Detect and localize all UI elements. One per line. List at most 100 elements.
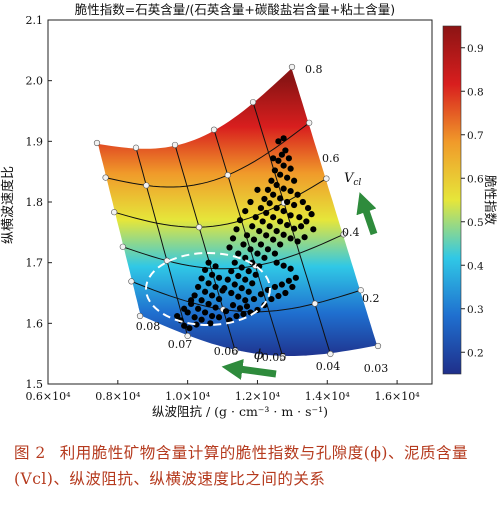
data-point	[226, 244, 233, 251]
data-point	[252, 214, 259, 221]
data-point	[291, 177, 298, 184]
colorbar-tick-label: 0.4	[467, 260, 484, 272]
x-tick-label: 0.6×10⁴	[25, 390, 71, 403]
data-point	[240, 241, 247, 248]
vcl-symbol: Vcl	[344, 171, 361, 188]
data-point	[277, 218, 284, 225]
template-node	[340, 231, 347, 238]
data-point	[212, 263, 219, 270]
data-point	[278, 281, 285, 288]
data-point	[174, 312, 181, 320]
y-tick-label: 2.1	[26, 14, 44, 27]
data-point	[280, 162, 287, 169]
colorbar-label: 脆性指数	[483, 175, 498, 226]
data-point	[188, 297, 195, 304]
template-node	[93, 139, 101, 147]
data-point	[284, 221, 291, 229]
template-node	[232, 347, 239, 354]
data-point	[277, 195, 284, 202]
data-point	[264, 186, 272, 193]
vcl-grid-line	[131, 280, 361, 313]
vcl-symbol-sub: cl	[353, 178, 361, 188]
template-node	[171, 141, 179, 149]
data-point	[259, 218, 266, 225]
porosity-grid-line	[135, 147, 189, 337]
data-point	[201, 266, 209, 274]
data-point	[193, 321, 200, 328]
data-point	[215, 314, 223, 321]
data-point	[303, 218, 310, 225]
data-point	[208, 292, 216, 299]
template-node	[210, 126, 218, 133]
template-node	[374, 342, 382, 350]
template-node	[163, 257, 171, 264]
data-point	[273, 228, 280, 235]
data-point	[273, 259, 280, 266]
data-point	[271, 250, 279, 257]
porosity-symbol: ϕ	[254, 347, 264, 363]
data-point	[287, 165, 294, 172]
data-point	[294, 191, 301, 198]
colorbar-bar	[442, 25, 462, 375]
data-point	[296, 214, 303, 221]
data-point	[271, 167, 279, 174]
data-point	[233, 226, 240, 233]
data-point	[205, 280, 212, 287]
x-tick-label: 1.0×10⁴	[165, 390, 211, 403]
data-point	[304, 204, 312, 212]
data-point	[242, 297, 249, 304]
x-tick-label: 1.4×10⁴	[305, 390, 351, 403]
porosity-label: 0.04	[316, 360, 341, 373]
data-point	[242, 276, 249, 283]
template-node	[249, 99, 257, 106]
y-axis: 1.5 1.6 1.7 1.8 1.9 2.0 2.1	[26, 14, 52, 391]
porosity-grid-line	[174, 144, 236, 351]
data-point	[229, 302, 237, 309]
y-tick-label: 1.5	[26, 378, 44, 391]
colorbar-tick-label: 0.3	[467, 304, 484, 316]
data-cloud	[174, 135, 317, 332]
data-point	[289, 283, 296, 291]
data-point	[292, 274, 299, 281]
colorbar-tick-label: 0.5	[467, 217, 484, 229]
data-point	[231, 281, 238, 288]
data-point	[287, 187, 294, 195]
data-point	[238, 264, 245, 271]
data-point	[249, 280, 256, 287]
chart-title: 脆性指数=石英含量/(石英含量+碳酸盐岩含量+粘土含量)	[75, 2, 395, 17]
data-point	[294, 238, 301, 245]
template-node	[195, 224, 203, 231]
data-point	[249, 223, 256, 230]
x-axis-label: 纵波阻抗 / (g · cm⁻³ · m · s⁻¹)	[152, 404, 328, 419]
data-point	[215, 274, 223, 281]
data-point	[273, 204, 280, 212]
data-point	[257, 241, 265, 248]
porosity-arrow	[221, 359, 277, 380]
template-node	[128, 278, 135, 285]
porosity-labels: 0.08 0.07 0.06 0.05 0.04 0.03	[136, 320, 389, 375]
data-point	[201, 309, 209, 316]
x-tick-label: 0.8×10⁴	[95, 390, 141, 403]
data-point	[208, 271, 216, 278]
data-point	[198, 275, 205, 282]
colorbar-tick-label: 0.6	[467, 173, 484, 185]
data-point	[191, 314, 198, 321]
porosity-grid-line	[213, 129, 284, 357]
template-node	[119, 243, 126, 250]
data-point	[212, 304, 219, 311]
figure-caption: 图 2 利用脆性矿物含量计算的脆性指数与孔隙度(ϕ)、泥质含量(Vcl)、纵波阻抗…	[14, 440, 490, 492]
data-point	[257, 204, 265, 212]
data-point	[275, 292, 282, 300]
caption-text: 利用脆性矿物含量计算的脆性指数与孔隙度(ϕ)、泥质含量(Vcl)、纵波阻抗、纵横…	[14, 444, 468, 488]
data-point	[215, 295, 223, 303]
y-tick-label: 1.9	[26, 135, 44, 148]
data-point	[310, 226, 317, 233]
data-point	[228, 268, 235, 275]
data-point	[242, 254, 249, 261]
data-point	[250, 236, 258, 243]
data-point	[247, 198, 254, 206]
template-node	[311, 300, 319, 307]
data-point	[270, 155, 277, 162]
data-point	[278, 151, 285, 158]
data-point	[238, 285, 245, 292]
